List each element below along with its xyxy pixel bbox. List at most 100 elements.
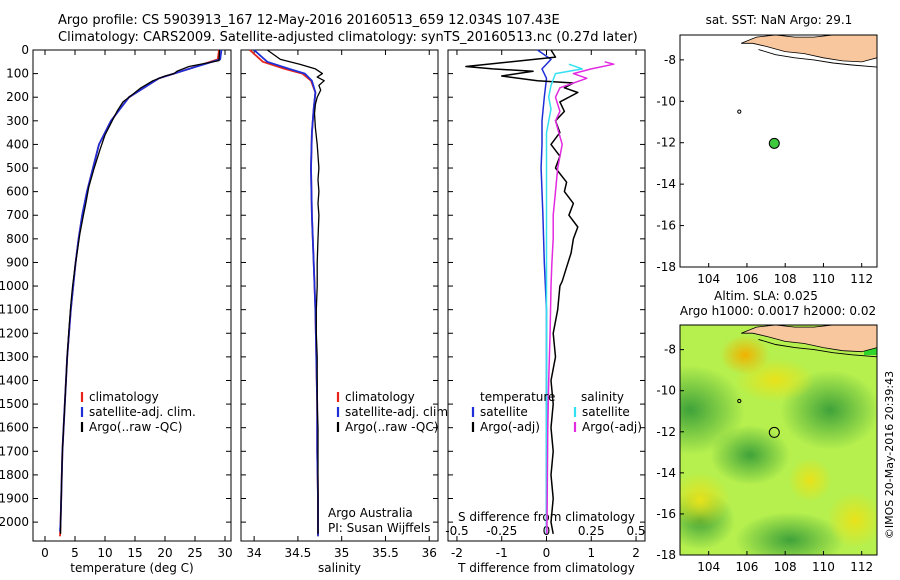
depth-tick-label: 500: [6, 161, 29, 175]
depth-tick-label: 300: [6, 114, 29, 128]
temperature-tick-label: 20: [157, 546, 172, 560]
sla-map-subtitle: Argo h1000: 0.0017 h2000: 0.02: [680, 304, 876, 318]
difference-legend-entry-label: Argo(-adj): [582, 420, 642, 434]
latitude-tick-label: -12: [656, 136, 676, 150]
temperature-legend-entry-label: satellite-adj. clim.: [89, 405, 196, 419]
salinity-tick-label: 36: [422, 546, 437, 560]
difference-tick-label: 0: [543, 546, 551, 560]
salinity-difference-tick-label: 0.5: [626, 524, 645, 538]
temperature-difference-axis-label: T difference from climatology: [457, 561, 635, 575]
difference-panel: -2 -1 0 1 2-0.5 -0.25 0 0.25 0.5S difference fro…: [445, 49, 646, 575]
temperature-tick-label: 30: [217, 546, 232, 560]
temperature-legend-entry-label: Argo(..raw -QC): [89, 420, 182, 434]
sla-map-panel-frame: [679, 324, 878, 556]
argo-float-marker: [768, 426, 780, 438]
depth-tick-label: 1300: [0, 350, 29, 364]
sst-map-title: sat. SST: NaN Argo: 29.1: [706, 13, 853, 27]
java-landmass: [741, 35, 877, 63]
latitude-tick-label: -16: [656, 219, 676, 233]
salinity-tick-label: 35.5: [372, 546, 399, 560]
temperature-plot-frame: [32, 49, 232, 542]
temperature-tick-label: 15: [127, 546, 142, 560]
difference-tick-label: 1: [587, 546, 595, 560]
temperature-axis-label: temperature (deg C): [70, 561, 193, 575]
depth-tick-label: 100: [6, 67, 29, 81]
salinity-difference-tick-label: -0.5: [445, 524, 468, 538]
depth-tick-label: 1200: [0, 326, 29, 340]
salinity-panel: 34 34.5 35 35.5 36 salinity climatologysatelli…: [240, 49, 452, 575]
sla-map-panel: 104 106 108 110 112 -8 -10 -12 -14 -16 -18 Altim. S…: [656, 289, 878, 574]
salinity-legend-title: salinity: [581, 390, 624, 404]
difference-series-3: [546, 61, 615, 534]
depth-tick-label: 1400: [0, 373, 29, 387]
depth-tick-label: 2000: [0, 515, 29, 529]
sst-map-panel-content: [737, 35, 877, 149]
temperature-legend-title: temperature: [480, 390, 555, 404]
christmas-island: [737, 398, 742, 404]
salinity-legend-entry-label: satellite-adj. clim.: [345, 405, 452, 419]
figure-title-line2: Climatology: CARS2009. Satellite-adjuste…: [58, 30, 638, 45]
sla-anomaly-patch: [680, 472, 730, 528]
latitude-tick-label: -14: [656, 177, 676, 191]
latitude-tick-label: -10: [656, 94, 676, 108]
longitude-tick-label: 108: [774, 560, 797, 574]
latitude-tick-label: -8: [664, 343, 676, 357]
salinity-difference-tick-label: -0.25: [486, 524, 517, 538]
salinity-series-2: [266, 49, 325, 534]
longitude-tick-label: 106: [735, 272, 758, 286]
temperature-tick-label: 5: [71, 546, 79, 560]
latitude-tick-label: -18: [656, 548, 676, 562]
pi-annotation: PI: Susan Wijffels: [328, 521, 430, 535]
java-landmass: [741, 325, 877, 353]
longitude-tick-label: 104: [697, 560, 720, 574]
sla-anomaly-patch: [735, 512, 845, 555]
sst-map-panel-background: [680, 35, 877, 267]
depth-tick-label: 1100: [0, 303, 29, 317]
salinity-tick-label: 34: [246, 546, 261, 560]
sst-map-panel: 104 106 108 110 112 -8 -10 -12 -14 -16 -18 sat. SST…: [656, 13, 878, 286]
longitude-tick-label: 106: [735, 560, 758, 574]
latitude-tick-label: -12: [656, 425, 676, 439]
salinity-tick-label: 34.5: [285, 546, 312, 560]
sla-map-panel-content: [680, 325, 877, 555]
temperature-tick-label: 10: [97, 546, 112, 560]
depth-tick-label: 400: [6, 137, 29, 151]
coastline: [758, 49, 877, 68]
difference-legend-entry-label: Argo(-adj): [480, 420, 540, 434]
depth-tick-label: 1500: [0, 397, 29, 411]
difference-legend-entry-label: satellite: [582, 405, 630, 419]
depth-tick-label: 1700: [0, 444, 29, 458]
salinity-plot-frame: [240, 49, 439, 542]
coastline: [758, 338, 877, 358]
depth-tick-label: 1800: [0, 468, 29, 482]
depth-tick-label: 800: [6, 232, 29, 246]
longitude-tick-label: 108: [774, 272, 797, 286]
difference-legend-entry-label: satellite: [480, 405, 528, 419]
temperature-tick-label: 25: [187, 546, 202, 560]
sla-anomaly-patch: [827, 492, 877, 548]
salinity-axis-label: salinity: [318, 561, 361, 575]
longitude-tick-label: 104: [697, 272, 720, 286]
longitude-tick-label: 112: [850, 560, 873, 574]
argo-float-marker: [768, 137, 780, 149]
temperature-tick-label: 0: [41, 546, 49, 560]
sla-anomaly-patch: [720, 335, 770, 375]
sst-map-panel-frame: [679, 34, 878, 268]
latitude-tick-label: -16: [656, 507, 676, 521]
latitude-tick-label: -18: [656, 260, 676, 274]
salinity-difference-tick-label: 0.25: [578, 524, 605, 538]
depth-tick-label: 200: [6, 90, 29, 104]
longitude-tick-label: 110: [812, 272, 835, 286]
salinity-legend-entry-label: Argo(..raw -QC): [345, 420, 438, 434]
difference-tick-label: -1: [496, 546, 508, 560]
latitude-tick-label: -10: [656, 384, 676, 398]
credit-text: ©IMOS 20-May-2016 20:39:43: [883, 371, 896, 539]
temperature-panel: 0100200300400500600700800900100011001200…: [0, 43, 233, 575]
depth-tick-label: 1600: [0, 421, 29, 435]
difference-tick-label: 2: [632, 546, 640, 560]
difference-series-2: [545, 63, 584, 534]
data-source-annotation: Argo Australia: [328, 506, 413, 520]
depth-tick-label: 900: [6, 255, 29, 269]
temperature-legend-entry-label: climatology: [89, 390, 159, 404]
